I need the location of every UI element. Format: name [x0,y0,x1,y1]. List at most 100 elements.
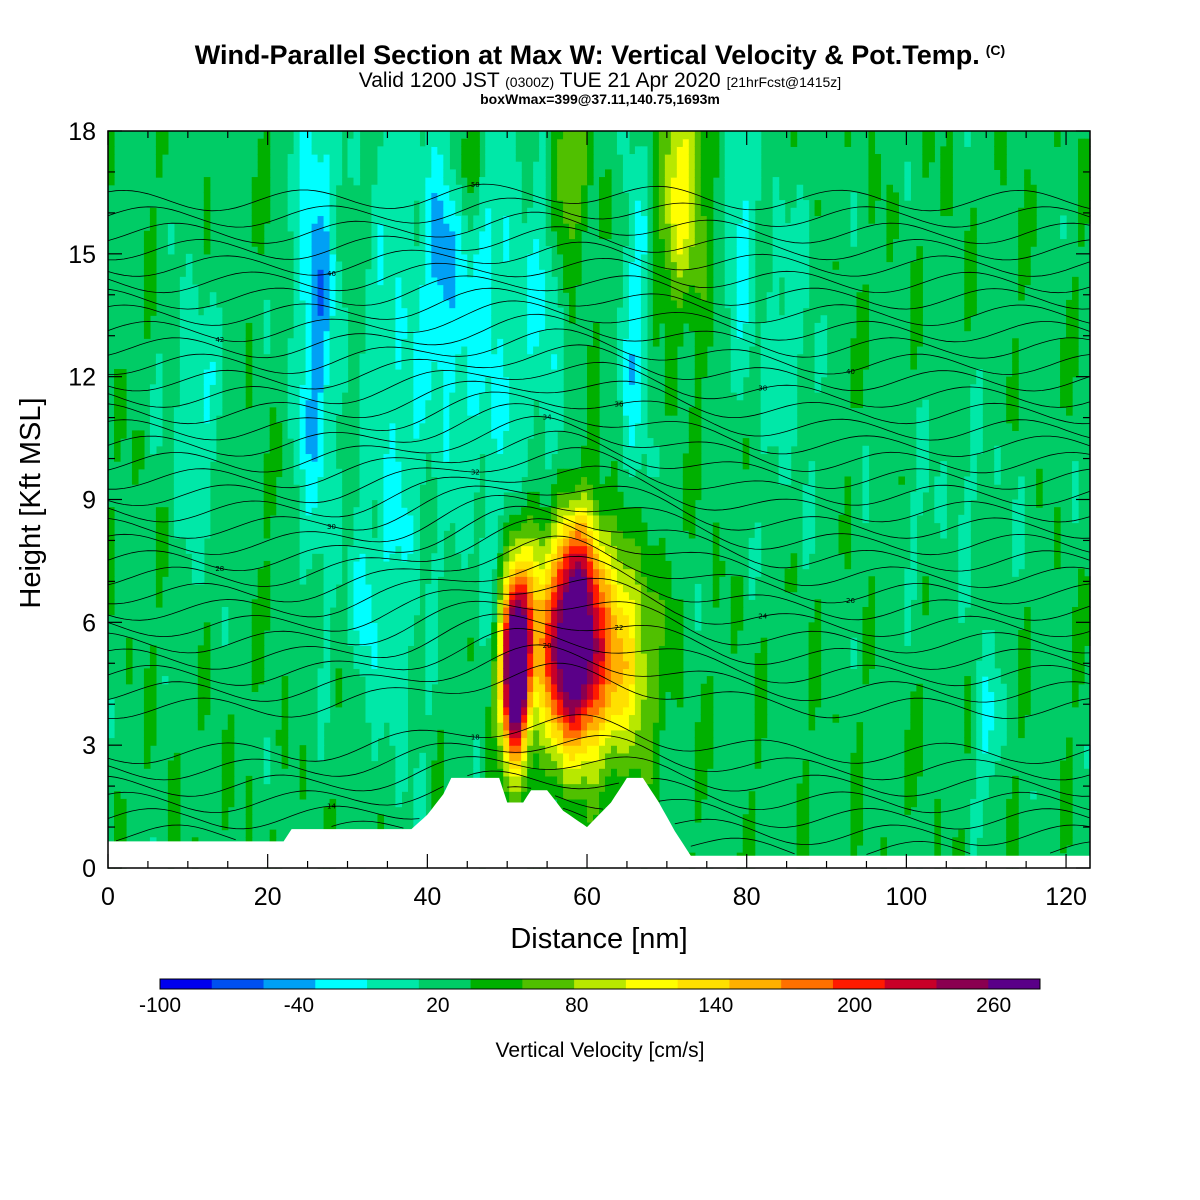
w-cell [455,415,462,424]
w-cell [521,560,528,570]
w-cell [311,238,319,247]
w-cell [419,253,426,263]
w-cell [281,737,289,746]
w-cell [485,614,492,623]
w-cell [431,284,438,293]
w-cell [491,722,498,731]
w-cell [437,292,444,301]
w-cell [539,722,546,731]
w-cell [539,392,546,401]
w-cell [503,353,510,362]
w-cell [557,691,564,700]
w-cell [395,330,402,339]
w-cell [646,614,654,623]
w-cell [479,422,486,432]
w-cell [209,422,217,432]
w-cell [563,276,570,286]
w-cell [419,368,426,378]
w-cell [682,292,690,301]
w-cell [365,622,373,631]
w-cell [634,284,642,293]
w-cell [119,798,127,808]
w-cell [443,192,450,201]
w-cell [670,622,678,631]
w-cell [551,499,558,508]
w-cell [533,576,540,585]
w-cell [365,368,373,378]
w-cell [257,591,265,600]
w-cell [419,345,426,355]
w-cell [652,768,660,777]
w-cell [359,438,367,447]
w-cell [401,660,408,669]
w-cell [539,752,546,762]
w-cell [521,729,528,739]
w-cell [257,653,265,662]
w-cell [628,768,636,777]
w-cell [305,177,313,186]
w-cell [395,169,402,178]
w-cell [323,438,331,447]
w-cell [377,368,385,378]
w-cell [491,691,498,700]
w-cell [485,445,492,455]
w-cell [179,322,187,332]
w-cell [383,545,391,554]
w-cell [515,215,522,224]
w-cell [155,353,163,362]
w-cell [557,737,564,746]
w-cell [599,653,606,662]
w-cell [521,699,528,708]
w-cell [569,722,576,731]
w-cell [149,668,157,677]
w-cell [581,606,588,616]
w-cell [317,676,325,685]
w-cell [191,384,199,393]
w-cell [317,461,325,470]
w-cell [616,729,624,739]
w-cell [634,606,642,616]
w-cell [479,315,486,324]
w-cell [634,752,642,762]
w-cell [407,161,414,170]
w-cell [485,537,492,547]
w-cell [599,207,606,217]
w-cell [323,576,331,585]
w-cell [395,192,402,201]
w-cell [443,315,450,324]
w-cell [646,591,654,600]
w-cell [652,146,660,155]
w-cell [473,760,480,769]
w-cell [371,752,379,762]
w-cell [371,368,379,378]
w-cell [533,223,540,232]
w-cell [473,253,480,263]
w-cell [587,392,594,401]
w-cell [527,522,534,531]
w-cell [652,215,660,224]
w-cell [628,576,636,585]
w-cell [461,537,468,547]
w-cell [557,798,564,808]
w-cell [389,560,397,570]
w-cell [616,676,624,685]
w-cell [323,200,331,209]
w-cell [155,407,163,416]
w-cell [299,276,307,286]
w-cell [197,438,205,447]
w-cell [652,131,660,140]
w-cell [191,507,199,516]
w-cell [371,668,379,677]
w-cell [628,706,636,716]
w-cell [569,261,576,270]
w-cell [419,415,426,424]
w-cell [143,299,151,309]
w-cell [407,545,414,554]
w-cell [599,806,606,815]
w-cell [527,392,534,401]
w-cell [688,238,696,247]
w-cell [557,146,564,155]
w-cell [449,200,456,209]
w-cell [251,200,259,209]
w-cell [251,683,259,693]
